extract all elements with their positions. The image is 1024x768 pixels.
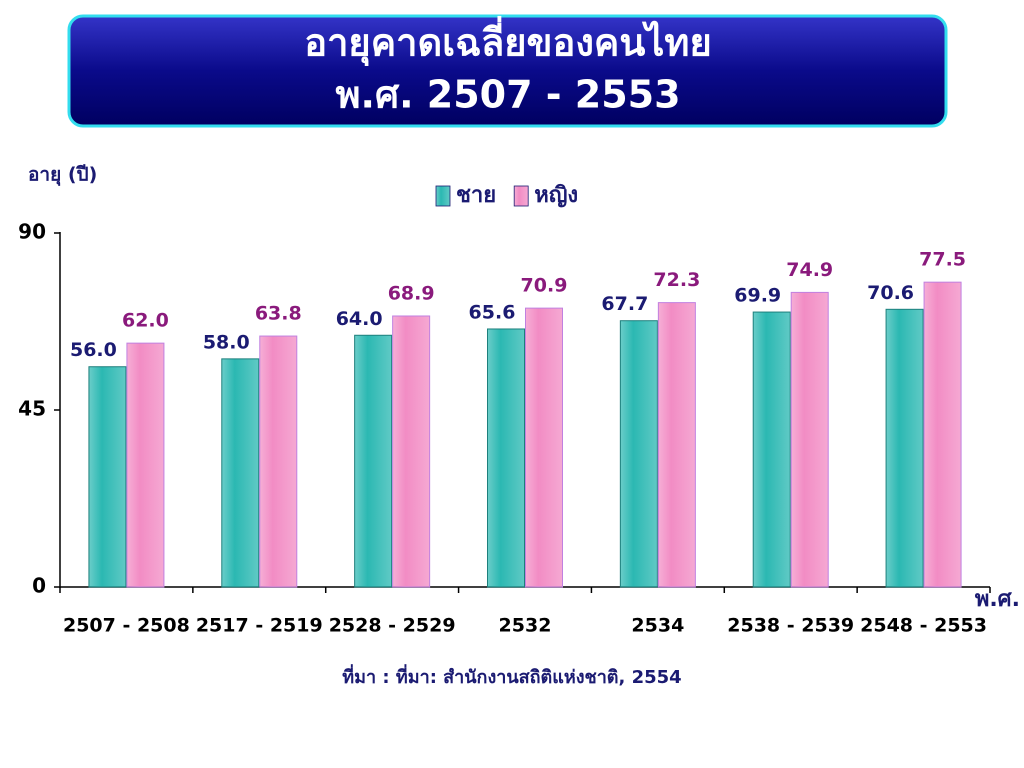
- bar: [392, 315, 431, 588]
- chart-subtitle: พ.ศ. 2507 - 2553: [335, 73, 680, 117]
- value-label: 67.7: [601, 293, 648, 315]
- bar: [221, 358, 260, 588]
- value-label: 70.6: [867, 282, 914, 304]
- bar: [487, 328, 525, 588]
- legend-swatch: [435, 185, 451, 207]
- value-label: 68.9: [388, 282, 435, 304]
- value-label: 69.9: [734, 285, 781, 307]
- legend-label: หญิง: [534, 183, 578, 208]
- chart-title: อายุคาดเฉลี่ยของคนไทย: [304, 16, 711, 67]
- value-label: 77.5: [919, 249, 966, 271]
- x-tick-label: 2534: [631, 615, 684, 637]
- bar: [657, 302, 696, 588]
- legend-swatch: [513, 185, 529, 207]
- value-label: 56.0: [70, 339, 117, 361]
- bar: [126, 342, 165, 588]
- bar: [354, 334, 393, 588]
- value-label: 64.0: [336, 308, 383, 330]
- value-label: 72.3: [653, 269, 700, 291]
- x-tick-label: 2507 - 2508: [63, 615, 190, 637]
- x-tick-label: 2538 - 2539: [727, 615, 854, 637]
- value-label: 65.6: [469, 301, 516, 323]
- x-tick-label: 2517 - 2519: [196, 615, 323, 637]
- value-label: 58.0: [203, 331, 250, 353]
- bar: [923, 281, 962, 588]
- bar: [619, 320, 658, 588]
- x-tick-label: 2532: [499, 615, 552, 637]
- x-axis-label: พ.ศ.: [975, 587, 1020, 612]
- y-tick-label: 0: [32, 574, 46, 598]
- y-tick-label: 45: [18, 397, 46, 421]
- value-label: 74.9: [786, 259, 833, 281]
- bar: [88, 366, 127, 588]
- bar: [790, 291, 829, 588]
- bar: [259, 335, 298, 588]
- bar: [885, 308, 924, 588]
- bar: [752, 311, 791, 588]
- legend-label: ชาย: [456, 183, 496, 208]
- y-tick-label: 90: [18, 220, 46, 244]
- bar: [525, 307, 563, 588]
- x-tick-label: 2528 - 2529: [329, 615, 456, 637]
- y-axis-label: อายุ (ปี): [28, 164, 97, 187]
- x-tick-label: 2548 - 2553: [860, 615, 987, 637]
- source-note: ที่มา : ที่มา: สำนักงานสถิติแห่งชาติ, 25…: [342, 664, 681, 688]
- value-label: 70.9: [521, 275, 568, 297]
- title-box: [67, 14, 948, 128]
- value-label: 62.0: [122, 310, 169, 332]
- value-label: 63.8: [255, 303, 302, 325]
